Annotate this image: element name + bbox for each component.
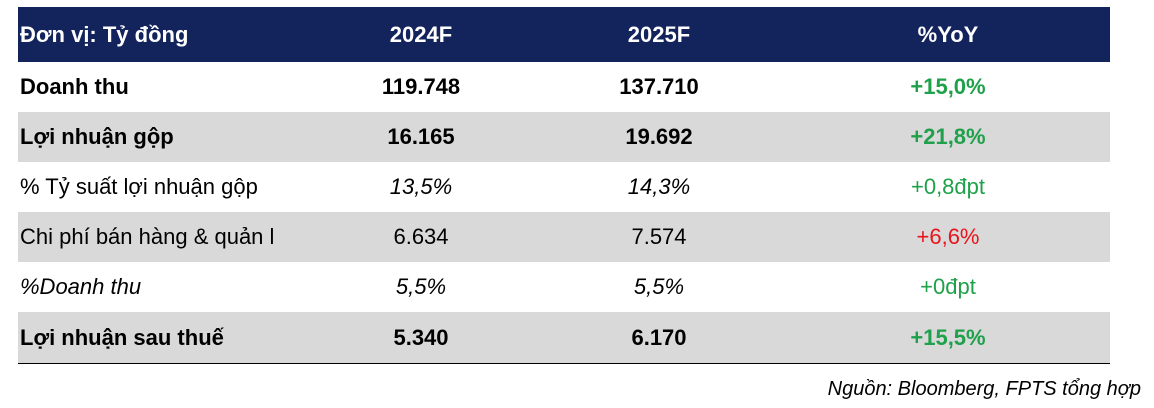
table-row: % Tỷ suất lợi nhuận gộp 13,5% 14,3% +0,8đpt <box>18 162 1110 212</box>
cell-2024f: 16.165 <box>310 112 532 162</box>
table-row: Chi phí bán hàng & quản l 6.634 7.574 +6,6% <box>18 212 1110 262</box>
cell-2024f: 119.748 <box>381 74 461 99</box>
cell-yoy: +6,6% <box>786 212 1110 262</box>
row-label: Lợi nhuận sau thuế <box>18 312 310 364</box>
cell-yoy: +21,8% <box>786 112 1110 162</box>
cell-2024f: 5.340 <box>310 312 532 364</box>
header-yoy: %YoY <box>786 7 1110 62</box>
financial-table: Đơn vị: Tỷ đồng 2024F 2025F %YoY Doanh t… <box>18 7 1110 364</box>
cell-yoy: +0đpt <box>920 274 976 299</box>
row-label: %Doanh thu <box>20 274 142 299</box>
cell-yoy: +0,8đpt <box>910 174 985 199</box>
row-label: Chi phí bán hàng & quản l <box>18 212 310 262</box>
cell-2025f: 137.710 <box>619 74 699 99</box>
cell-2025f: 5,5% <box>633 274 685 299</box>
source-note: Nguồn: Bloomberg, FPTS tổng hợp <box>827 378 1141 400</box>
cell-2025f: 19.692 <box>532 112 786 162</box>
table-row: Lợi nhuận gộp 16.165 19.692 +21,8% <box>18 112 1110 162</box>
cell-2024f: 5,5% <box>395 274 447 299</box>
header-2025f: 2025F <box>532 7 786 62</box>
cell-2025f: 7.574 <box>532 212 786 262</box>
cell-yoy: +15,0% <box>910 74 986 99</box>
header-unit: Đơn vị: Tỷ đồng <box>18 7 310 62</box>
header-2024f: 2024F <box>310 7 532 62</box>
cell-yoy: +15,5% <box>786 312 1110 364</box>
row-label: Lợi nhuận gộp <box>18 112 310 162</box>
cell-2025f: 6.170 <box>532 312 786 364</box>
table-row: Lợi nhuận sau thuế 5.340 6.170 +15,5% <box>18 312 1110 364</box>
cell-2024f: 13,5% <box>389 174 453 199</box>
cell-2025f: 14,3% <box>627 174 691 199</box>
table-header-row: Đơn vị: Tỷ đồng 2024F 2025F %YoY <box>18 7 1110 62</box>
cell-2024f: 6.634 <box>310 212 532 262</box>
row-label: % Tỷ suất lợi nhuận gộp <box>20 174 258 199</box>
table-row: %Doanh thu 5,5% 5,5% +0đpt <box>18 262 1110 312</box>
row-label: Doanh thu <box>20 74 129 99</box>
table-row: Doanh thu 119.748 137.710 +15,0% <box>18 62 1110 112</box>
